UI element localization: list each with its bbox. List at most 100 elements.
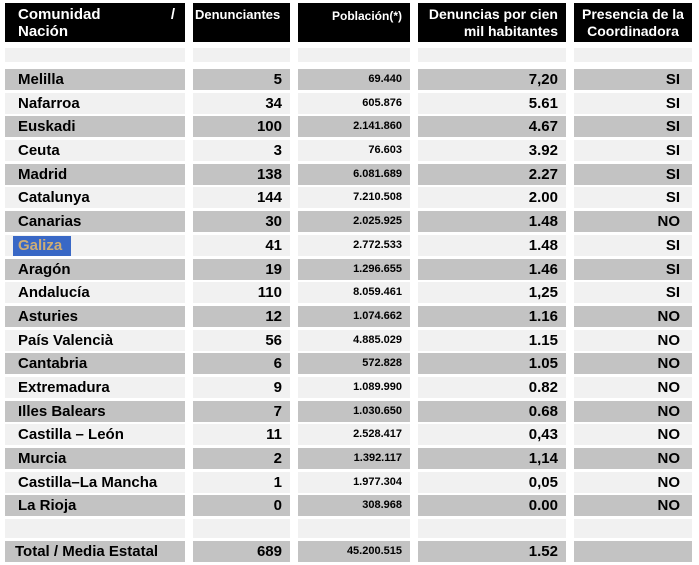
table-row: Asturies 12 1.074.662 1.16 NO bbox=[5, 305, 692, 327]
poblacion-value: 1.089.990 bbox=[353, 380, 402, 393]
total-tasa-cell: 1.52 bbox=[418, 540, 566, 562]
coordinadora-value: NO bbox=[657, 473, 681, 491]
region-name-cell: Castilla – León bbox=[5, 424, 185, 446]
denunciantes-cell: 1 bbox=[193, 471, 290, 493]
coordinadora-value: SI bbox=[665, 284, 680, 302]
denunciantes-cell: 19 bbox=[193, 258, 290, 280]
tasa-value: 4.67 bbox=[528, 118, 558, 136]
table-row: Catalunya 144 7.210.508 2.00 SI bbox=[5, 187, 692, 209]
poblacion-value: 4.885.029 bbox=[353, 333, 402, 346]
coordinadora-value: NO bbox=[657, 213, 681, 231]
tasa-value: 2.27 bbox=[528, 165, 558, 183]
coordinadora-cell: SI bbox=[574, 163, 692, 185]
denunciantes-value: 41 bbox=[265, 236, 282, 254]
denunciantes-value: 3 bbox=[273, 142, 282, 160]
tasa-value: 0.82 bbox=[528, 378, 558, 396]
region-name: Ceuta bbox=[18, 142, 60, 160]
denunciantes-cell: 34 bbox=[193, 92, 290, 114]
region-name: Canarias bbox=[18, 213, 82, 231]
col-header-poblacion: Población(*) bbox=[298, 3, 410, 42]
tasa-cell: 1.48 bbox=[418, 211, 566, 233]
region-name-cell: Murcia bbox=[5, 448, 185, 469]
poblacion-cell: 6.081.689 bbox=[298, 163, 410, 185]
poblacion-cell: 4.885.029 bbox=[298, 329, 410, 351]
denunciantes-cell: 56 bbox=[193, 329, 290, 351]
coordinadora-value: SI bbox=[665, 165, 680, 183]
col-header-nacion-text: Nación bbox=[18, 23, 69, 40]
coordinadora-value: NO bbox=[657, 331, 681, 349]
denunciantes-value: 11 bbox=[266, 426, 282, 444]
region-name: Cantabria bbox=[18, 355, 88, 373]
empty-row-bottom bbox=[5, 519, 692, 539]
poblacion-value: 2.141.860 bbox=[353, 120, 402, 133]
region-name-cell: Madrid bbox=[5, 163, 185, 185]
tasa-cell: 1.46 bbox=[418, 258, 566, 280]
col-header-comunidad-text: Comunidad bbox=[18, 6, 101, 23]
poblacion-value: 2.528.417 bbox=[353, 428, 402, 441]
poblacion-cell: 1.392.117 bbox=[298, 448, 410, 469]
tasa-cell: 4.67 bbox=[418, 116, 566, 138]
table-row: La Rioja 0 308.968 0.00 NO bbox=[5, 495, 692, 517]
tasa-value: 1.48 bbox=[528, 236, 558, 254]
poblacion-cell: 572.828 bbox=[298, 353, 410, 375]
region-name: Asturies bbox=[18, 307, 79, 325]
poblacion-value: 76.603 bbox=[368, 144, 402, 157]
denunciantes-value: 7 bbox=[273, 402, 282, 420]
coordinadora-value: SI bbox=[665, 118, 680, 136]
coordinadora-cell: SI bbox=[574, 187, 692, 209]
tasa-cell: 0.68 bbox=[418, 400, 566, 422]
tasa-cell: 1.16 bbox=[418, 305, 566, 327]
coordinadora-cell: SI bbox=[574, 92, 692, 114]
region-name: Catalunya bbox=[18, 189, 90, 207]
region-name-cell: Illes Balears bbox=[5, 400, 185, 422]
denunciantes-value: 9 bbox=[273, 378, 282, 396]
coordinadora-value: NO bbox=[657, 378, 681, 396]
table-row: Nafarroa 34 605.876 5.61 SI bbox=[5, 92, 692, 114]
total-label-cell: Total / Media Estatal bbox=[5, 540, 185, 562]
denunciantes-cell: 3 bbox=[193, 140, 290, 162]
region-name-cell: Catalunya bbox=[5, 187, 185, 209]
table-row: Castilla – León 11 2.528.417 0,43 NO bbox=[5, 424, 692, 446]
tasa-value: 1.15 bbox=[528, 331, 558, 349]
poblacion-value: 1.296.655 bbox=[353, 262, 402, 275]
poblacion-value: 2.772.533 bbox=[353, 238, 402, 251]
poblacion-cell: 1.030.650 bbox=[298, 400, 410, 422]
region-name: Nafarroa bbox=[18, 94, 80, 112]
region-name: Madrid bbox=[18, 165, 68, 183]
denunciantes-cell: 7 bbox=[193, 400, 290, 422]
denunciantes-value: 1 bbox=[273, 473, 282, 491]
tasa-cell: 0,43 bbox=[418, 424, 566, 446]
region-name: Castilla–La Mancha bbox=[18, 473, 158, 491]
region-name: Extremadura bbox=[18, 378, 110, 396]
denunciantes-cell: 138 bbox=[193, 163, 290, 185]
table-row: Euskadi 100 2.141.860 4.67 SI bbox=[5, 116, 692, 138]
denunciantes-cell: 100 bbox=[193, 116, 290, 138]
region-name: Castilla – León bbox=[18, 426, 124, 444]
region-name-cell: Extremadura bbox=[5, 376, 185, 398]
denunciantes-cell: 144 bbox=[193, 187, 290, 209]
table-row: Melilla 5 69.440 7,20 SI bbox=[5, 69, 692, 90]
tasa-value: 3.92 bbox=[528, 142, 558, 160]
poblacion-cell: 308.968 bbox=[298, 495, 410, 517]
region-name-cell: Nafarroa bbox=[5, 92, 185, 114]
tasa-value: 1,14 bbox=[528, 450, 558, 467]
table-row: Illes Balears 7 1.030.650 0.68 NO bbox=[5, 400, 692, 422]
region-name: Illes Balears bbox=[18, 402, 106, 420]
coordinadora-cell: NO bbox=[574, 211, 692, 233]
region-name-cell: Castilla–La Mancha bbox=[5, 471, 185, 493]
coordinadora-value: NO bbox=[657, 307, 681, 325]
poblacion-cell: 2.772.533 bbox=[298, 234, 410, 256]
table-row: Aragón 19 1.296.655 1.46 SI bbox=[5, 258, 692, 280]
coordinadora-cell: NO bbox=[574, 471, 692, 493]
denunciantes-value: 12 bbox=[265, 307, 282, 325]
denunciantes-cell: 2 bbox=[193, 448, 290, 469]
denunciantes-value: 100 bbox=[256, 118, 282, 136]
coordinadora-value: NO bbox=[657, 497, 681, 515]
col-header-slash: / bbox=[170, 6, 175, 23]
tasa-cell: 5.61 bbox=[418, 92, 566, 114]
region-name-cell: Asturies bbox=[5, 305, 185, 327]
tasa-cell: 1.05 bbox=[418, 353, 566, 375]
poblacion-cell: 1.074.662 bbox=[298, 305, 410, 327]
region-name-cell: La Rioja bbox=[5, 495, 185, 517]
region-name: Murcia bbox=[18, 450, 67, 467]
